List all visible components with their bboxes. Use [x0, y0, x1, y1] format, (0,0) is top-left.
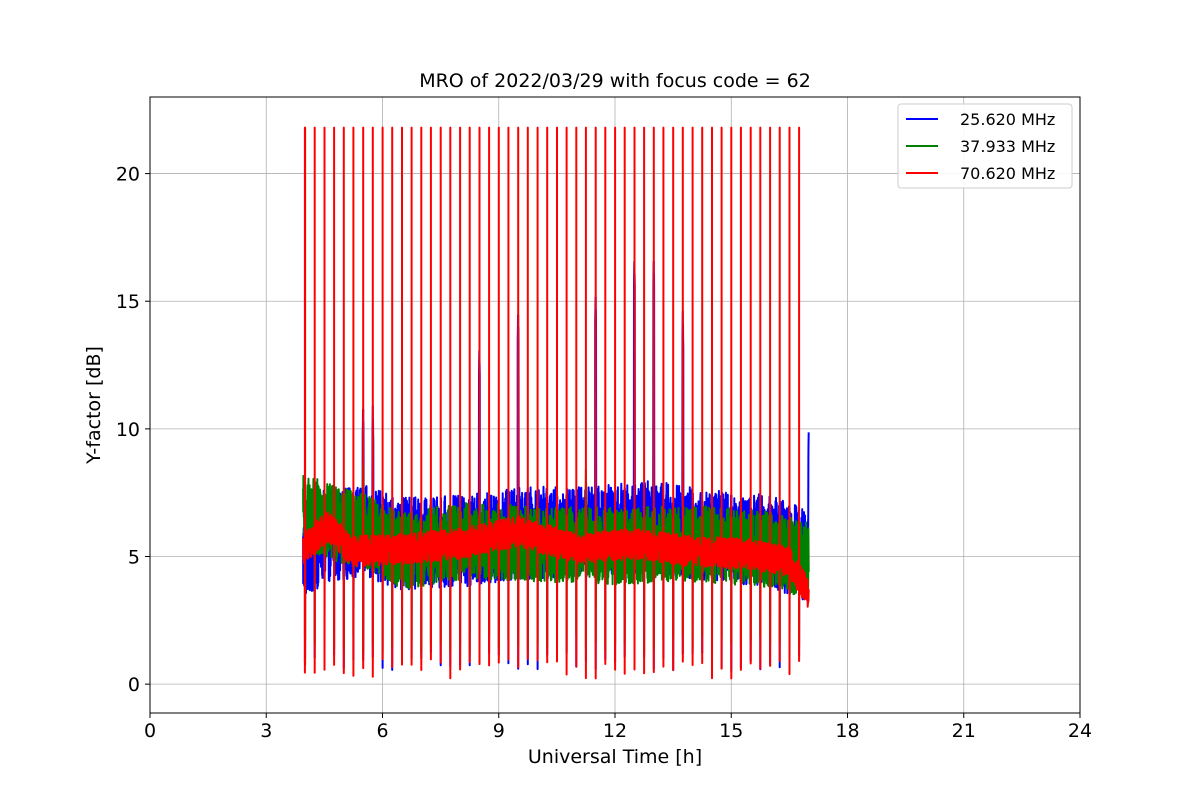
legend-label: 37.933 MHz [960, 137, 1055, 156]
plot-area [302, 126, 810, 680]
x-axis-label: Universal Time [h] [528, 746, 702, 768]
series-line [302, 126, 810, 680]
x-tick-label: 21 [952, 720, 976, 742]
y-tick-label: 5 [128, 547, 140, 569]
y-tick-label: 15 [116, 291, 140, 313]
ticks: 0 3 6 9 12 15 18 21 24 0 5 10 15 20 [116, 164, 1092, 742]
legend: 25.620 MHz 37.933 MHz 70.620 MHz [897, 103, 1073, 189]
y-axis-label: Y-factor [dB] [83, 346, 105, 465]
y-tick-label: 0 [128, 674, 140, 696]
chart-title: MRO of 2022/03/29 with focus code = 62 [419, 70, 811, 92]
x-tick-label: 24 [1068, 720, 1092, 742]
legend-label: 70.620 MHz [960, 164, 1055, 183]
y-tick-label: 20 [116, 164, 140, 186]
x-tick-label: 3 [260, 720, 272, 742]
legend-label: 25.620 MHz [960, 110, 1055, 129]
x-tick-label: 18 [835, 720, 859, 742]
x-tick-label: 12 [603, 720, 627, 742]
x-tick-label: 0 [144, 720, 156, 742]
x-tick-label: 9 [493, 720, 505, 742]
y-tick-label: 10 [116, 419, 140, 441]
legend-box [897, 103, 1073, 189]
x-tick-label: 6 [376, 720, 388, 742]
x-tick-label: 15 [719, 720, 743, 742]
